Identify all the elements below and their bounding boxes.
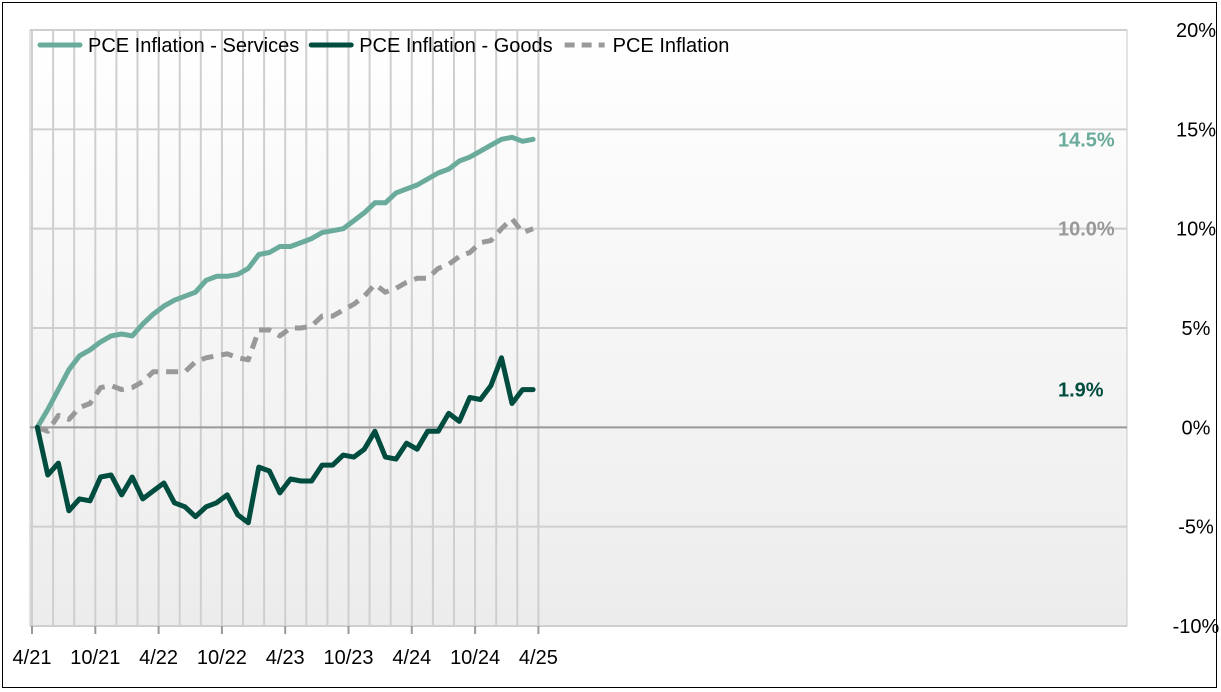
x-tick-label: 10/21	[70, 647, 120, 669]
legend-label: PCE Inflation - Goods	[359, 35, 552, 57]
y-tick-label: -5%	[1178, 517, 1214, 539]
y-tick-label: 5%	[1182, 318, 1211, 340]
end-labels: 14.5% 1.9% 10.0%	[1058, 129, 1115, 401]
end-label: 10.0%	[1058, 219, 1115, 241]
x-tick-label: 4/24	[392, 647, 431, 669]
x-tick-label: 4/22	[139, 647, 178, 669]
y-axis: -10% -5% 0% 5% 10% 15% 20%	[1173, 20, 1220, 638]
legend: PCE Inflation - Services PCE Inflation - …	[37, 35, 730, 57]
series-line-0	[34, 134, 536, 430]
y-tick-label: -10%	[1173, 616, 1220, 638]
x-tick-label: 10/22	[197, 647, 247, 669]
y-tick-label: 10%	[1176, 219, 1216, 241]
x-tick-label: 4/25	[519, 647, 558, 669]
x-tick-label: 4/23	[266, 647, 305, 669]
y-tick-label: 0%	[1182, 417, 1211, 439]
end-label: 1.9%	[1058, 380, 1104, 402]
legend-label: PCE Inflation	[613, 35, 730, 57]
legend-label: PCE Inflation - Services	[88, 35, 299, 57]
series-lines	[34, 134, 536, 526]
series-line-2	[36, 216, 534, 434]
x-tick-label: 4/21	[13, 647, 52, 669]
x-tick-label: 10/23	[323, 647, 373, 669]
x-axis: 4/21 10/21 4/22 10/22 4/23 10/23 4/24 10/24 4/25	[13, 626, 558, 669]
series-line-1	[34, 355, 536, 526]
y-tick-label: 20%	[1176, 20, 1216, 42]
gridlines	[30, 29, 1127, 627]
y-tick-label: 15%	[1176, 119, 1216, 141]
x-tick-label: 10/24	[450, 647, 500, 669]
end-label: 14.5%	[1058, 129, 1115, 151]
